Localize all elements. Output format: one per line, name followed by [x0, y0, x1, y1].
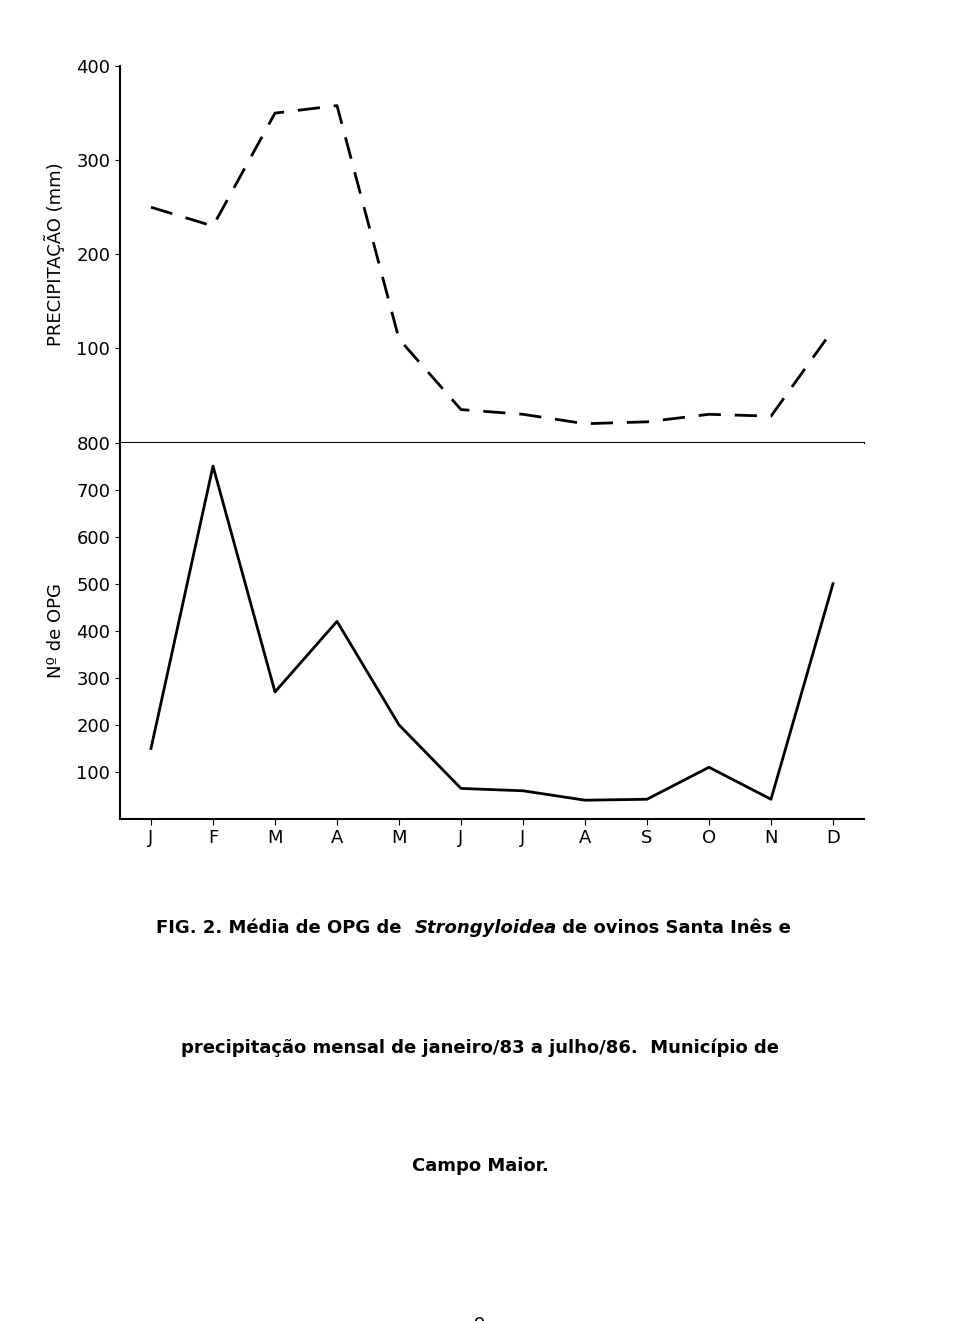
Text: 9: 9: [474, 1316, 486, 1321]
Text: de ovinos Santa Inês e: de ovinos Santa Inês e: [556, 919, 790, 938]
Y-axis label: PRECIPITAÇÃO (mm): PRECIPITAÇÃO (mm): [44, 162, 65, 346]
Text: precipitação mensal de janeiro/83 a julho/86.  Município de: precipitação mensal de janeiro/83 a julh…: [181, 1038, 779, 1057]
Text: FIG. 2. Média de OPG de: FIG. 2. Média de OPG de: [156, 919, 408, 938]
Text: Strongyloidea: Strongyloidea: [415, 919, 558, 938]
Text: Campo Maior.: Campo Maior.: [412, 1157, 548, 1176]
Y-axis label: Nº de OPG: Nº de OPG: [47, 584, 65, 678]
